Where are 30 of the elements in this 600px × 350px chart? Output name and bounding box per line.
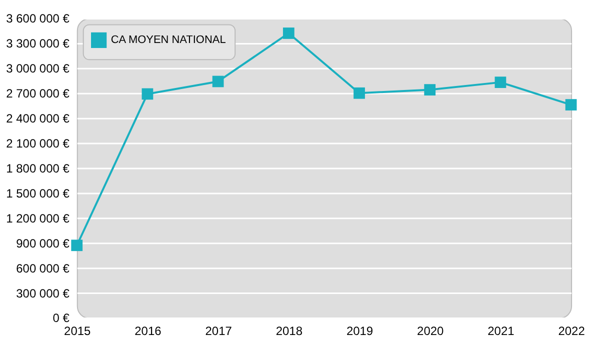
point: [494, 76, 506, 88]
point: [282, 28, 294, 39]
y-tick-label: 300 000 €: [16, 286, 70, 300]
y-tick-label: 1 200 000 €: [6, 211, 70, 226]
y-tick-label: 3 000 000 €: [6, 62, 70, 76]
y-tick-label: 1 500 000 €: [6, 186, 70, 200]
y-tick-label: 0 €: [52, 311, 70, 326]
y-tick-label: 2 400 000 €: [6, 112, 70, 126]
y-tick-label: 3 300 000 €: [6, 36, 70, 51]
point: [565, 99, 577, 110]
legend-label: CA MOYEN NATIONAL: [110, 34, 226, 46]
x-tick-label: 2015: [64, 324, 92, 338]
x-tick-label: 2016: [134, 324, 162, 338]
point: [354, 87, 365, 99]
y-tick-label: 2 700 000 €: [6, 86, 70, 101]
x-tick-label: 2022: [558, 324, 586, 338]
point: [71, 240, 83, 252]
y-tick-label: 2 100 000 €: [6, 136, 70, 151]
x-tick-label: 2021: [488, 324, 515, 338]
y-tick-label: 1 800 000 €: [6, 161, 70, 176]
x-tick-label: 2019: [346, 324, 374, 338]
y-tick-label: 900 000 €: [16, 236, 70, 250]
point: [212, 76, 224, 88]
x-tick-label: 2020: [417, 324, 444, 338]
y-tick-label: 3 600 000 €: [6, 12, 70, 26]
y-tick-label: 600 000 €: [16, 261, 70, 276]
point: [142, 88, 154, 100]
x-tick-label: 2017: [205, 324, 232, 338]
x-tick-label: 2018: [276, 324, 303, 338]
point: [424, 84, 436, 96]
